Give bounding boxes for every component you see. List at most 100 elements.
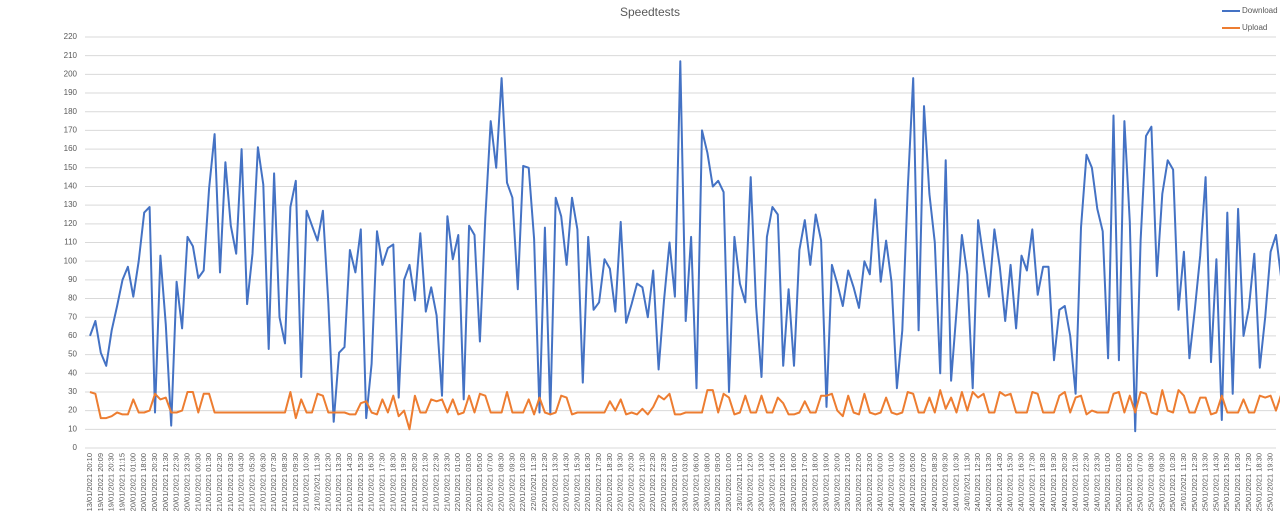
x-tick-label: 24/01/2021 17:30 [1027, 453, 1036, 511]
y-tick-label: 180 [64, 107, 78, 116]
y-tick-label: 90 [68, 275, 77, 284]
y-tick-label: 140 [64, 182, 78, 191]
x-tick-label: 21/01/2021 13:30 [334, 453, 343, 511]
x-tick-label: 24/01/2021 15:30 [1006, 453, 1015, 511]
x-tick-label: 22/01/2021 21:30 [637, 453, 646, 511]
x-tick-label: 24/01/2021 18:30 [1038, 453, 1047, 511]
y-tick-label: 80 [68, 294, 77, 303]
y-tick-label: 40 [68, 368, 77, 377]
x-tick-label: 22/01/2021 20:30 [627, 453, 636, 511]
x-tick-label: 21/01/2021 08:30 [280, 453, 289, 511]
x-tick-label: 24/01/2021 07:00 [919, 453, 928, 511]
y-tick-label: 150 [64, 163, 78, 172]
x-tick-label: 25/01/2021 12:30 [1190, 453, 1199, 511]
x-tick-label: 24/01/2021 14:30 [995, 453, 1004, 511]
x-tick-label: 21/01/2021 18:30 [388, 453, 397, 511]
x-tick-label: 20/01/2021 01:00 [128, 453, 137, 511]
x-tick-label: 24/01/2021 05:00 [908, 453, 917, 511]
y-tick-label: 70 [68, 312, 77, 321]
x-tick-label: 22/01/2021 19:30 [616, 453, 625, 511]
x-tick-label: 23/01/2021 18:00 [811, 453, 820, 511]
y-tick-label: 210 [64, 51, 78, 60]
x-tick-label: 20/01/2021 23:30 [182, 453, 191, 511]
x-tick-label: 23/01/2021 17:00 [800, 453, 809, 511]
x-tick-label: 24/01/2021 01:00 [886, 453, 895, 511]
x-tick-label: 22/01/2021 18:30 [605, 453, 614, 511]
x-tick-label: 22/01/2021 01:00 [453, 453, 462, 511]
x-tick-label: 22/01/2021 09:30 [507, 453, 516, 511]
y-tick-label: 110 [64, 238, 77, 247]
x-tick-label: 21/01/2021 03:30 [226, 453, 235, 511]
x-tick-label: 24/01/2021 03:00 [897, 453, 906, 511]
y-tick-label: 0 [73, 443, 78, 452]
series-line [89, 60, 1280, 433]
x-tick-label: 22/01/2021 10:30 [518, 453, 527, 511]
x-tick-label: 25/01/2021 07:00 [1136, 453, 1145, 511]
x-tick-label: 23/01/2021 22:00 [854, 453, 863, 511]
x-tick-label: 24/01/2021 19:30 [1049, 453, 1058, 511]
x-tick-label: 23/01/2021 10:00 [724, 453, 733, 511]
x-tick-label: 22/01/2021 17:30 [594, 453, 603, 511]
y-tick-label: 10 [68, 424, 77, 433]
x-tick-label: 25/01/2021 09:30 [1157, 453, 1166, 511]
x-tick-label: 22/01/2021 13:30 [551, 453, 560, 511]
x-tick-label: 21/01/2021 23:30 [442, 453, 451, 511]
x-tick-label: 21/01/2021 16:30 [367, 453, 376, 511]
x-tick-label: 22/01/2021 03:00 [464, 453, 473, 511]
x-tick-label: 25/01/2021 16:30 [1233, 453, 1242, 511]
x-tick-label: 19/01/2021 20:09 [96, 453, 105, 511]
x-tick-label: 21/01/2021 17:30 [377, 453, 386, 511]
x-tick-label: 22/01/2021 07:00 [486, 453, 495, 511]
y-tick-label: 130 [64, 200, 78, 209]
x-tick-label: 23/01/2021 14:00 [767, 453, 776, 511]
x-tick-label: 21/01/2021 09:30 [291, 453, 300, 511]
legend-label: Download [1242, 6, 1278, 15]
x-tick-label: 23/01/2021 03:00 [681, 453, 690, 511]
x-tick-label: 23/01/2021 16:00 [789, 453, 798, 511]
x-tick-label: 22/01/2021 23:30 [659, 453, 668, 511]
chart-title: Speedtests [620, 5, 680, 19]
x-tick-label: 23/01/2021 20:00 [832, 453, 841, 511]
x-tick-label: 22/01/2021 22:30 [648, 453, 657, 511]
x-tick-label: 20/01/2021 18:00 [139, 453, 148, 511]
x-tick-label: 24/01/2021 23:30 [1092, 453, 1101, 511]
x-tick-label: 21/01/2021 07:30 [269, 453, 278, 511]
x-tick-label: 23/01/2021 23:00 [865, 453, 874, 511]
x-tick-label: 24/01/2021 00:00 [876, 453, 885, 511]
x-tick-label: 24/01/2021 10:30 [951, 453, 960, 511]
x-tick-label: 21/01/2021 14:30 [345, 453, 354, 511]
x-tick-label: 23/01/2021 13:00 [757, 453, 766, 511]
x-tick-label: 24/01/2021 22:30 [1081, 453, 1090, 511]
x-tick-label: 21/01/2021 10:30 [302, 453, 311, 511]
x-tick-label: 22/01/2021 05:00 [475, 453, 484, 511]
x-tick-label: 21/01/2021 02:30 [215, 453, 224, 511]
x-tick-label: 25/01/2021 11:30 [1179, 453, 1188, 511]
x-tick-label: 21/01/2021 00:30 [193, 453, 202, 511]
x-tick-label: 24/01/2021 09:30 [941, 453, 950, 511]
x-tick-label: 25/01/2021 18:30 [1255, 453, 1264, 511]
x-tick-label: 22/01/2021 11:30 [529, 453, 538, 511]
x-tick-label: 23/01/2021 09:00 [713, 453, 722, 511]
x-tick-label: 21/01/2021 04:30 [237, 453, 246, 511]
y-tick-label: 20 [68, 406, 77, 415]
x-tick-label: 21/01/2021 05:30 [247, 453, 256, 511]
x-tick-label: 23/01/2021 19:00 [821, 453, 830, 511]
x-tick-label: 23/01/2021 11:00 [735, 453, 744, 511]
y-tick-label: 100 [64, 256, 78, 265]
x-tick-label: 21/01/2021 22:30 [432, 453, 441, 511]
x-tick-label: 22/01/2021 15:30 [572, 453, 581, 511]
x-tick-label: 19/01/2021 21:15 [117, 453, 126, 511]
x-tick-label: 22/01/2021 16:30 [583, 453, 592, 511]
x-tick-label: 21/01/2021 20:30 [410, 453, 419, 511]
x-tick-label: 21/01/2021 12:30 [323, 453, 332, 511]
x-tick-label: 25/01/2021 10:30 [1168, 453, 1177, 511]
y-tick-label: 60 [68, 331, 77, 340]
x-tick-label: 20/01/2021 21:30 [161, 453, 170, 511]
x-tick-label: 24/01/2021 16:30 [1016, 453, 1025, 511]
y-tick-label: 160 [64, 144, 78, 153]
x-tick-label: 24/01/2021 20:30 [1060, 453, 1069, 511]
x-tick-label: 21/01/2021 21:30 [421, 453, 430, 511]
x-tick-label: 23/01/2021 21:00 [843, 453, 852, 511]
x-tick-label: 24/01/2021 11:30 [962, 453, 971, 511]
